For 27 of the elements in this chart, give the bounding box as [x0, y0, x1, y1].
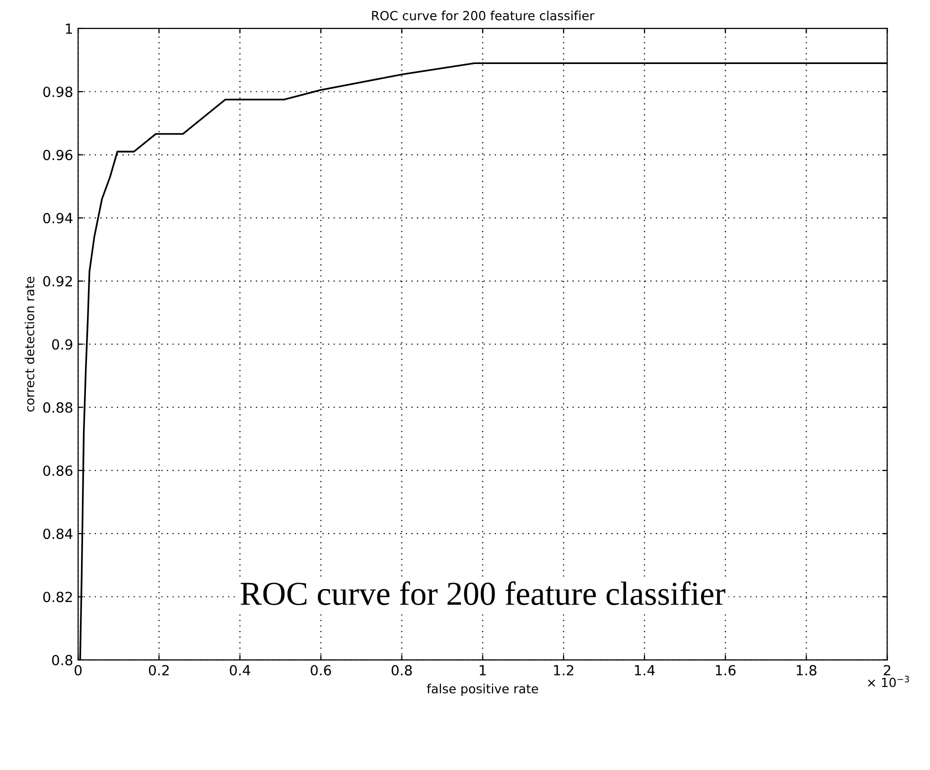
- x-tick-label: 2: [884, 664, 890, 676]
- x-tick-label: 0.4: [230, 664, 250, 676]
- text: × 10$^{−3}$: [868, 676, 909, 688]
- x-tick-label: 1.6: [716, 664, 736, 676]
- y-tick-label: 0.92: [43, 276, 72, 287]
- y-tick-label: 0.98: [43, 86, 72, 98]
- x-tick-label: 0: [74, 664, 82, 676]
- y-tick-label: 0.8: [52, 654, 72, 666]
- x-tick-label: 0.8: [392, 664, 412, 676]
- chart-title: ROC curve for 200 feature classifier: [372, 10, 594, 20]
- y-tick-label: 0.96: [43, 150, 72, 160]
- x-tick-label: 1.4: [634, 665, 655, 676]
- y-tick-label: 0.9: [52, 339, 72, 350]
- y-tick-label: 0.86: [43, 465, 72, 476]
- y-tick-label: 0.94: [43, 212, 72, 224]
- x-tick-label: 0.2: [148, 664, 169, 676]
- y-tick-label: 1: [66, 24, 72, 34]
- x-tick-label: 1: [480, 665, 486, 676]
- x-tick-label: 1.8: [796, 664, 816, 676]
- y-axis-title: correct detection rate: [24, 276, 34, 412]
- x-axis-title: false positive rate: [426, 684, 538, 696]
- annotation: ROC curve for 200 feature classifier: [240, 581, 726, 606]
- y-tick-label: 0.82: [43, 592, 72, 602]
- x-tick-label: 0.6: [310, 664, 332, 676]
- x-tick-label: 1.2: [554, 664, 574, 676]
- y-tick-label: 0.84: [43, 528, 72, 540]
- y-tick-label: 0.88: [43, 402, 72, 413]
